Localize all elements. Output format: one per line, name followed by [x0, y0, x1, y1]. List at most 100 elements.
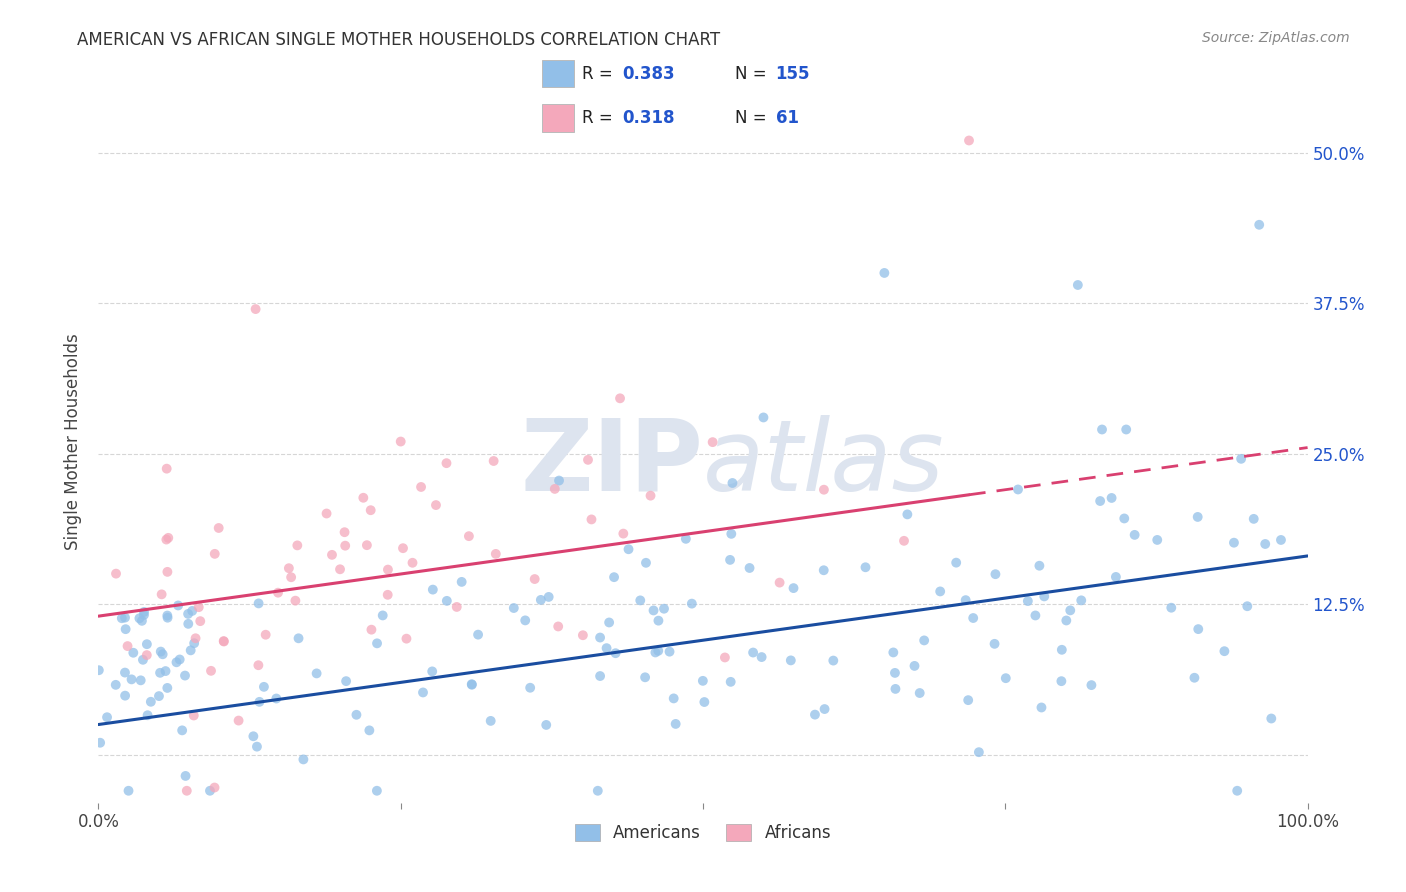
Point: [1270, 533, 1292, 547]
Point: [1243, 512, 1265, 526]
Point: [104, 678, 127, 692]
Point: [1213, 644, 1236, 658]
Point: [1059, 603, 1081, 617]
Point: [751, 650, 773, 665]
Point: [1088, 494, 1111, 508]
Point: [212, 634, 235, 648]
Point: [128, 611, 150, 625]
Point: [662, 691, 685, 706]
Point: [482, 454, 505, 468]
Point: [523, 572, 546, 586]
Point: [105, 566, 128, 581]
Point: [1105, 570, 1128, 584]
Point: [576, 453, 599, 467]
Point: [955, 593, 977, 607]
Point: [581, 512, 603, 526]
Point: [360, 623, 382, 637]
Point: [287, 632, 309, 646]
Text: N =: N =: [735, 109, 766, 127]
Point: [929, 584, 952, 599]
Point: [212, 634, 235, 648]
Point: [401, 556, 423, 570]
Point: [412, 685, 434, 699]
Point: [121, 673, 143, 687]
Point: [742, 646, 765, 660]
Point: [768, 575, 790, 590]
Point: [157, 531, 180, 545]
Point: [333, 525, 356, 540]
Point: [254, 628, 277, 642]
Point: [359, 723, 381, 738]
Point: [180, 643, 202, 657]
Point: [652, 601, 675, 615]
Y-axis label: Single Mother Households: Single Mother Households: [65, 334, 83, 549]
Point: [420, 665, 443, 679]
Point: [634, 670, 657, 684]
Point: [111, 611, 134, 625]
Point: [139, 695, 162, 709]
Point: [714, 650, 737, 665]
Point: [129, 673, 152, 688]
Point: [752, 410, 775, 425]
Text: R =: R =: [582, 109, 613, 127]
Point: [595, 641, 617, 656]
Point: [617, 542, 640, 557]
Point: [187, 600, 209, 615]
Point: [823, 654, 845, 668]
Point: [148, 689, 170, 703]
Point: [167, 599, 190, 613]
Point: [461, 677, 484, 691]
Point: [177, 616, 200, 631]
Point: [208, 521, 231, 535]
Point: [544, 482, 567, 496]
Point: [1249, 218, 1271, 232]
Point: [957, 133, 980, 147]
Point: [132, 607, 155, 622]
Text: 61: 61: [776, 109, 799, 127]
Point: [640, 489, 662, 503]
Point: [1226, 784, 1249, 798]
Point: [292, 752, 315, 766]
Point: [984, 567, 1007, 582]
Point: [395, 632, 418, 646]
Point: [356, 538, 378, 552]
Point: [855, 560, 877, 574]
Point: [181, 604, 204, 618]
Point: [994, 671, 1017, 685]
Point: [117, 784, 139, 798]
Point: [114, 689, 136, 703]
Point: [962, 611, 984, 625]
Point: [117, 639, 139, 653]
Point: [132, 653, 155, 667]
Point: [335, 539, 357, 553]
Point: [485, 547, 508, 561]
Point: [136, 708, 159, 723]
Point: [461, 678, 484, 692]
Point: [718, 553, 741, 567]
Point: [589, 669, 612, 683]
Point: [183, 708, 205, 723]
Point: [647, 644, 669, 658]
Point: [1017, 594, 1039, 608]
Point: [665, 717, 688, 731]
Point: [721, 475, 744, 490]
Point: [156, 610, 179, 624]
Point: [149, 644, 172, 658]
FancyBboxPatch shape: [541, 104, 575, 132]
Point: [285, 538, 308, 552]
Point: [681, 597, 703, 611]
Point: [409, 480, 432, 494]
Point: [156, 461, 179, 475]
Point: [1050, 642, 1073, 657]
Point: [896, 508, 918, 522]
Point: [1184, 671, 1206, 685]
Point: [1160, 600, 1182, 615]
Point: [155, 664, 177, 678]
Point: [198, 784, 221, 798]
Point: [1031, 700, 1053, 714]
Point: [155, 533, 177, 547]
Point: [204, 547, 226, 561]
Point: [882, 645, 904, 659]
Point: [804, 707, 827, 722]
Point: [957, 693, 980, 707]
